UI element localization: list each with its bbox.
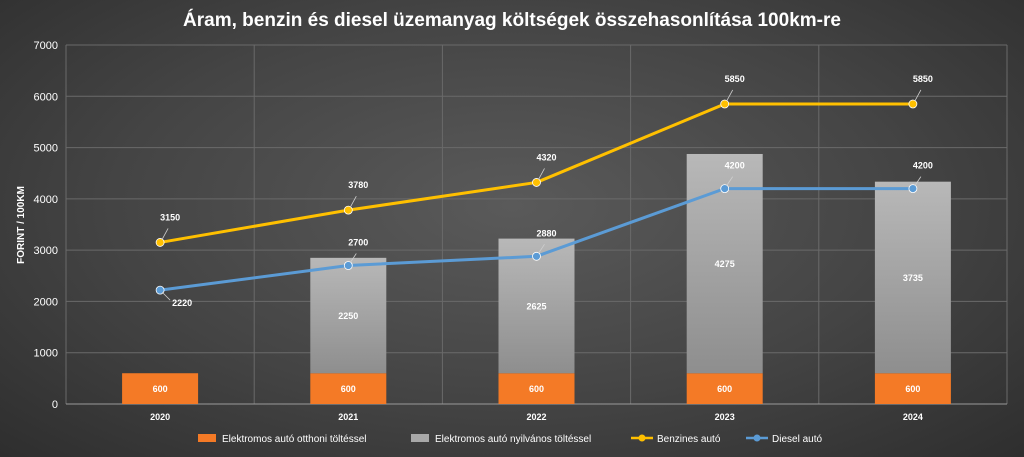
y-tick-label: 3000 — [34, 245, 58, 257]
y-tick-label: 1000 — [34, 348, 58, 360]
lines — [155, 99, 918, 295]
point-petrol — [343, 205, 353, 215]
bar-value-label: 600 — [905, 384, 920, 394]
legend-label: Benzines autó — [657, 434, 721, 445]
point-diesel — [720, 184, 730, 194]
leader-line — [161, 291, 171, 301]
data-labels: 600 600 600 600 600 2250 2625 4275 3735 3150 3780 4… — [153, 74, 933, 394]
legend-label: Diesel autó — [772, 434, 822, 445]
bar-value-label: 600 — [153, 384, 168, 394]
line-petrol — [159, 102, 913, 244]
legend-label: Elektromos autó nyilvános töltéssel — [435, 434, 591, 445]
leader-line — [538, 244, 545, 254]
legend-marker — [638, 434, 646, 442]
leader-line — [538, 168, 545, 180]
bar-value-label: 600 — [341, 384, 356, 394]
bar-home-charging — [310, 373, 387, 404]
line-value-label: 2220 — [172, 298, 192, 308]
y-tick-label: 6000 — [34, 91, 58, 103]
bar-value-label: 3735 — [903, 273, 923, 283]
line-value-label: 3780 — [348, 180, 368, 190]
legend-marker — [753, 434, 761, 442]
leader-line — [726, 89, 734, 102]
leader-line — [161, 228, 169, 240]
line-value-label: 2880 — [536, 228, 556, 238]
y-axis-label: FORINT / 100KM — [16, 186, 27, 264]
line-value-label: 2700 — [348, 238, 368, 248]
bar-home-charging — [498, 373, 575, 404]
bar-value-label: 2250 — [338, 311, 358, 321]
leader-line — [349, 195, 357, 208]
x-tick-label: 2024 — [903, 412, 923, 422]
bar-home-charging — [686, 373, 763, 404]
bar-value-label: 4275 — [715, 259, 735, 269]
x-tick-label: 2021 — [338, 412, 358, 422]
point-diesel — [343, 261, 353, 270]
line-value-label: 4200 — [913, 161, 933, 171]
bar-value-label: 600 — [717, 384, 732, 394]
chart-title: Áram, benzin és diesel üzemanyag költség… — [183, 9, 841, 31]
x-tick-label: 2020 — [150, 412, 170, 422]
bar-home-charging — [122, 373, 199, 404]
legend: Elektromos autó otthoni töltéssel Elektro… — [198, 434, 822, 445]
legend-label: Elektromos autó otthoni töltéssel — [222, 434, 367, 445]
point-petrol — [155, 238, 165, 247]
bar-public-charging — [874, 181, 951, 374]
legend-swatch — [198, 434, 216, 442]
point-petrol — [720, 99, 730, 109]
line-value-label: 3150 — [160, 212, 180, 222]
x-axis: 2020 2021 2022 2023 2024 — [150, 412, 923, 422]
x-tick-label: 2023 — [715, 412, 735, 422]
line-value-label: 4320 — [536, 152, 556, 162]
y-tick-label: 2000 — [34, 296, 58, 308]
grid — [65, 44, 1008, 405]
y-tick-label: 0 — [52, 399, 58, 411]
bar-value-label: 2625 — [526, 301, 546, 311]
bars — [122, 153, 951, 404]
x-tick-label: 2022 — [526, 412, 546, 422]
point-diesel — [908, 184, 918, 194]
point-diesel — [532, 251, 541, 261]
y-tick-label: 5000 — [34, 143, 58, 155]
line-value-label: 4200 — [725, 161, 745, 171]
legend-swatch — [411, 434, 429, 442]
bar-public-charging — [310, 257, 387, 374]
point-petrol — [908, 99, 918, 109]
leader-line — [349, 253, 357, 263]
y-tick-label: 4000 — [34, 194, 58, 206]
y-tick-label: 7000 — [34, 40, 58, 52]
bar-home-charging — [874, 373, 951, 404]
leader-line — [914, 176, 922, 186]
line-value-label: 5850 — [913, 74, 933, 84]
leader-line — [914, 89, 922, 102]
bar-value-label: 600 — [529, 384, 544, 394]
bar-public-charging — [498, 238, 575, 374]
y-axis: 0 1000 2000 3000 4000 5000 6000 7000 — [34, 40, 58, 411]
leader-line — [726, 176, 734, 186]
line-value-label: 5850 — [725, 74, 745, 84]
point-petrol — [532, 178, 541, 187]
